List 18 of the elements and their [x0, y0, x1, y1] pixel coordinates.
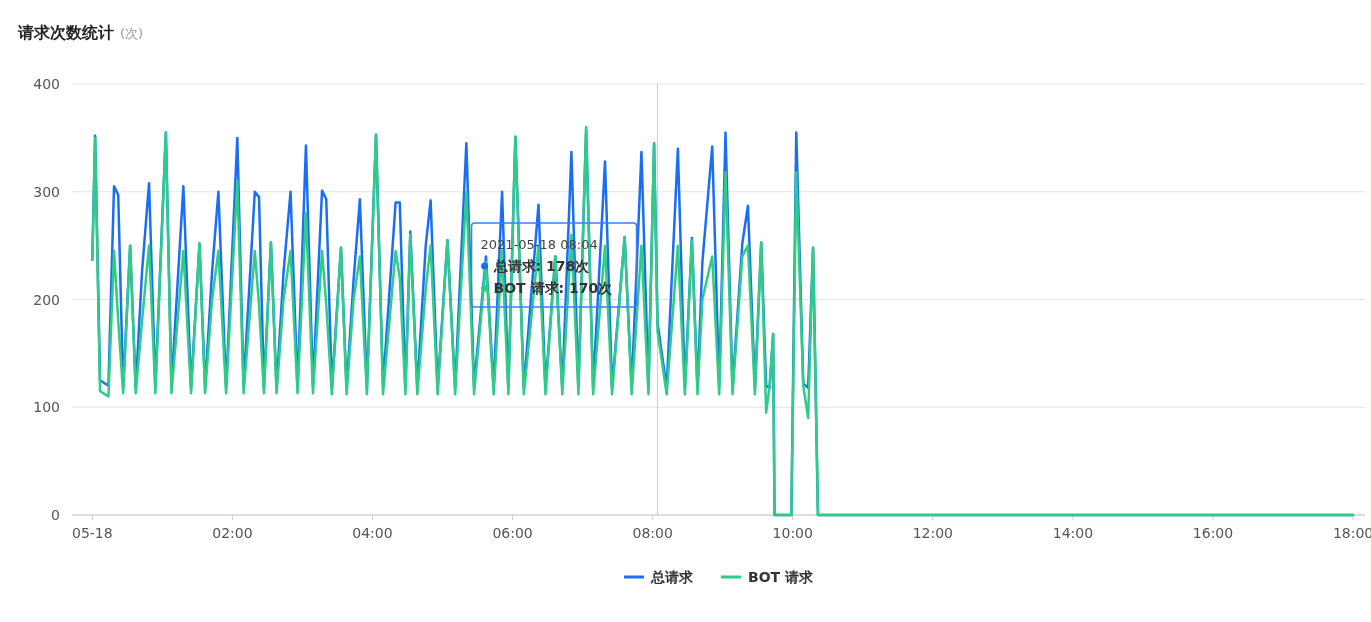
x-tick-label: 06:00: [492, 525, 533, 541]
chart-subtitle: (次): [120, 26, 144, 41]
x-tick-label: 14:00: [1052, 525, 1094, 541]
x-tick-label: 04:00: [352, 525, 393, 541]
x-tick-label: 08:00: [632, 525, 673, 541]
x-tick-label: 16:00: [1192, 525, 1234, 541]
y-tick-label: 200: [33, 291, 60, 308]
y-tick-label: 300: [33, 183, 60, 200]
legend-label: BOT 请求: [748, 569, 814, 585]
legend-label: 总请求: [650, 569, 694, 585]
x-tick-label: 12:00: [912, 525, 954, 541]
y-tick-label: 400: [33, 76, 60, 92]
y-tick-label: 0: [51, 507, 60, 523]
y-tick-label: 100: [33, 399, 60, 416]
x-tick-label: 10:00: [772, 525, 813, 541]
x-tick-label: 05-18: [71, 525, 113, 541]
x-tick-label: 02:00: [212, 525, 253, 541]
chart-title: 请求次数统计: [17, 23, 114, 42]
